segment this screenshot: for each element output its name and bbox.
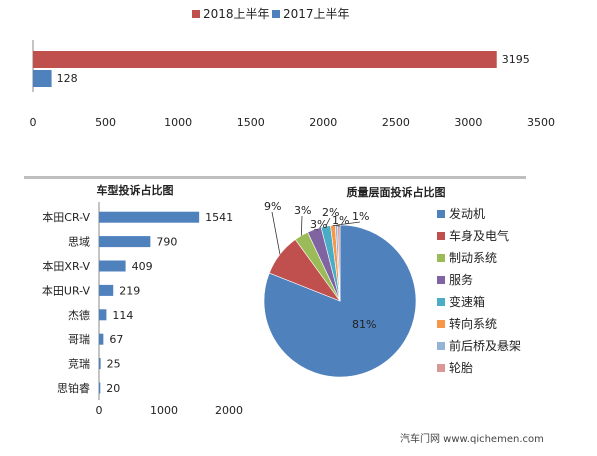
bar-label-0: 3195: [502, 53, 530, 66]
pie-legend-label-6: 前后桥及悬架: [449, 338, 521, 353]
pie-leader-1: [271, 211, 281, 255]
model-category-5: 哥瑞: [68, 332, 90, 346]
pie-data-label-6: 1%: [352, 210, 369, 223]
model-category-0: 本田CR-V: [42, 210, 90, 224]
pie-legend-swatch-3: [437, 276, 445, 284]
pie-leader-4: [325, 217, 331, 227]
model-bar-7: [99, 382, 101, 394]
legend-swatch-0: [192, 10, 200, 18]
pie-chart-data-labels: 81%9% 3%3%2%1% 1%: [264, 200, 376, 331]
pie-legend-swatch-7: [437, 364, 445, 372]
model-category-6: 竞瑞: [68, 357, 90, 371]
pie-data-label-4: 2%: [322, 206, 339, 219]
model-category-2: 本田XR-V: [42, 259, 90, 273]
watermark-text: 汽车门网 www.qichemen.com: [400, 432, 544, 445]
x-tick-6: 3000: [454, 116, 482, 129]
model-x-tick-0: 0: [96, 404, 103, 417]
legend-label-0: 2018上半年: [203, 7, 270, 21]
x-tick-0: 0: [30, 116, 37, 129]
model-chart-title: 车型投诉占比图: [97, 183, 174, 197]
pie-chart-slices: [263, 224, 417, 378]
model-bar-4: [99, 309, 107, 321]
pie-legend-label-0: 发动机: [449, 206, 485, 221]
model-bar-label-4: 114: [112, 309, 133, 322]
model-x-tick-1: 1000: [150, 404, 178, 417]
x-tick-2: 1000: [164, 116, 192, 129]
pie-legend-swatch-2: [437, 254, 445, 262]
pie-legend-label-5: 转向系统: [449, 316, 497, 331]
pie-legend-swatch-0: [437, 210, 445, 218]
model-x-tick-2: 2000: [215, 404, 243, 417]
model-bar-label-3: 219: [119, 284, 140, 297]
pie-leader-3: [314, 229, 319, 231]
pie-slice-0: [263, 224, 417, 378]
x-tick-5: 2500: [382, 116, 410, 129]
model-bar-label-6: 25: [107, 358, 121, 371]
x-tick-4: 2000: [309, 116, 337, 129]
section-divider: [24, 176, 526, 179]
x-tick-3: 1500: [237, 116, 265, 129]
model-bar-1: [99, 236, 151, 248]
model-bar-2: [99, 260, 126, 272]
model-category-3: 本田UR-V: [42, 283, 91, 297]
model-category-4: 杰德: [68, 308, 90, 322]
bar-label-1: 128: [57, 72, 78, 85]
pie-legend-label-2: 制动系统: [449, 251, 497, 265]
top-chart-plot: 3195 128 0 500 1000 1500 2000 2500 3000 3500: [30, 40, 555, 129]
model-bar-chart: 车型投诉占比图 本田CR-V 1541 思域 790 本田XR-V 409 本田UR-V 21…: [42, 183, 243, 417]
legend-label-1: 2017上半年: [283, 7, 350, 21]
pie-legend-label-7: 轮胎: [449, 361, 473, 375]
model-bar-5: [99, 333, 104, 345]
legend-swatch-1: [272, 10, 280, 18]
model-category-7: 思铂睿: [57, 381, 90, 395]
pie-chart-title: 质量层面投诉占比图: [347, 185, 446, 199]
x-tick-1: 500: [95, 116, 116, 129]
bar-1: [33, 70, 52, 87]
model-bar-label-5: 67: [109, 333, 123, 346]
pie-legend-swatch-5: [437, 320, 445, 328]
model-bar-label-1: 790: [156, 236, 177, 249]
model-bar-6: [99, 358, 101, 370]
pie-data-label-3: 3%: [310, 218, 327, 231]
model-bar-3: [99, 284, 114, 296]
pie-legend-label-3: 服务: [449, 272, 473, 287]
model-bar-label-2: 409: [132, 260, 153, 273]
top-bar-chart: 2018上半年 2017上半年 3195 128 0 500 1000 1500 2000 25…: [30, 7, 556, 129]
pie-legend-swatch-1: [437, 232, 445, 240]
top-chart-legend: 2018上半年 2017上半年: [192, 7, 350, 21]
quality-pie-chart: 质量层面投诉占比图 81%9% 3%3%2%1% 1% 发动机车身及电气制动系统服务…: [263, 185, 521, 378]
pie-leader-2: [300, 215, 303, 236]
pie-data-label-5: 1%: [332, 214, 349, 227]
pie-data-label-0: 81%: [352, 318, 376, 331]
pie-leader-5: [332, 224, 341, 227]
pie-legend-label-4: 变速箱: [449, 294, 485, 309]
bar-0: [33, 51, 497, 68]
pie-legend-swatch-4: [437, 298, 445, 306]
site-watermark: 汽车门网 www.qichemen.com: [400, 432, 544, 445]
model-chart-plot: 本田CR-V 1541 思域 790 本田XR-V 409 本田UR-V 219 杰德 114 哥瑞…: [42, 202, 243, 417]
model-bar-label-7: 20: [106, 382, 120, 395]
model-category-1: 思域: [68, 236, 90, 249]
model-bar-label-0: 1541: [205, 211, 233, 224]
pie-leader-6: [336, 221, 361, 226]
pie-data-label-2: 3%: [294, 204, 311, 217]
pie-legend-swatch-6: [437, 342, 445, 350]
model-bar-0: [99, 211, 200, 223]
pie-legend-label-1: 车身及电气: [449, 228, 509, 243]
x-tick-7: 3500: [527, 116, 555, 129]
pie-data-label-1: 9%: [264, 200, 281, 213]
